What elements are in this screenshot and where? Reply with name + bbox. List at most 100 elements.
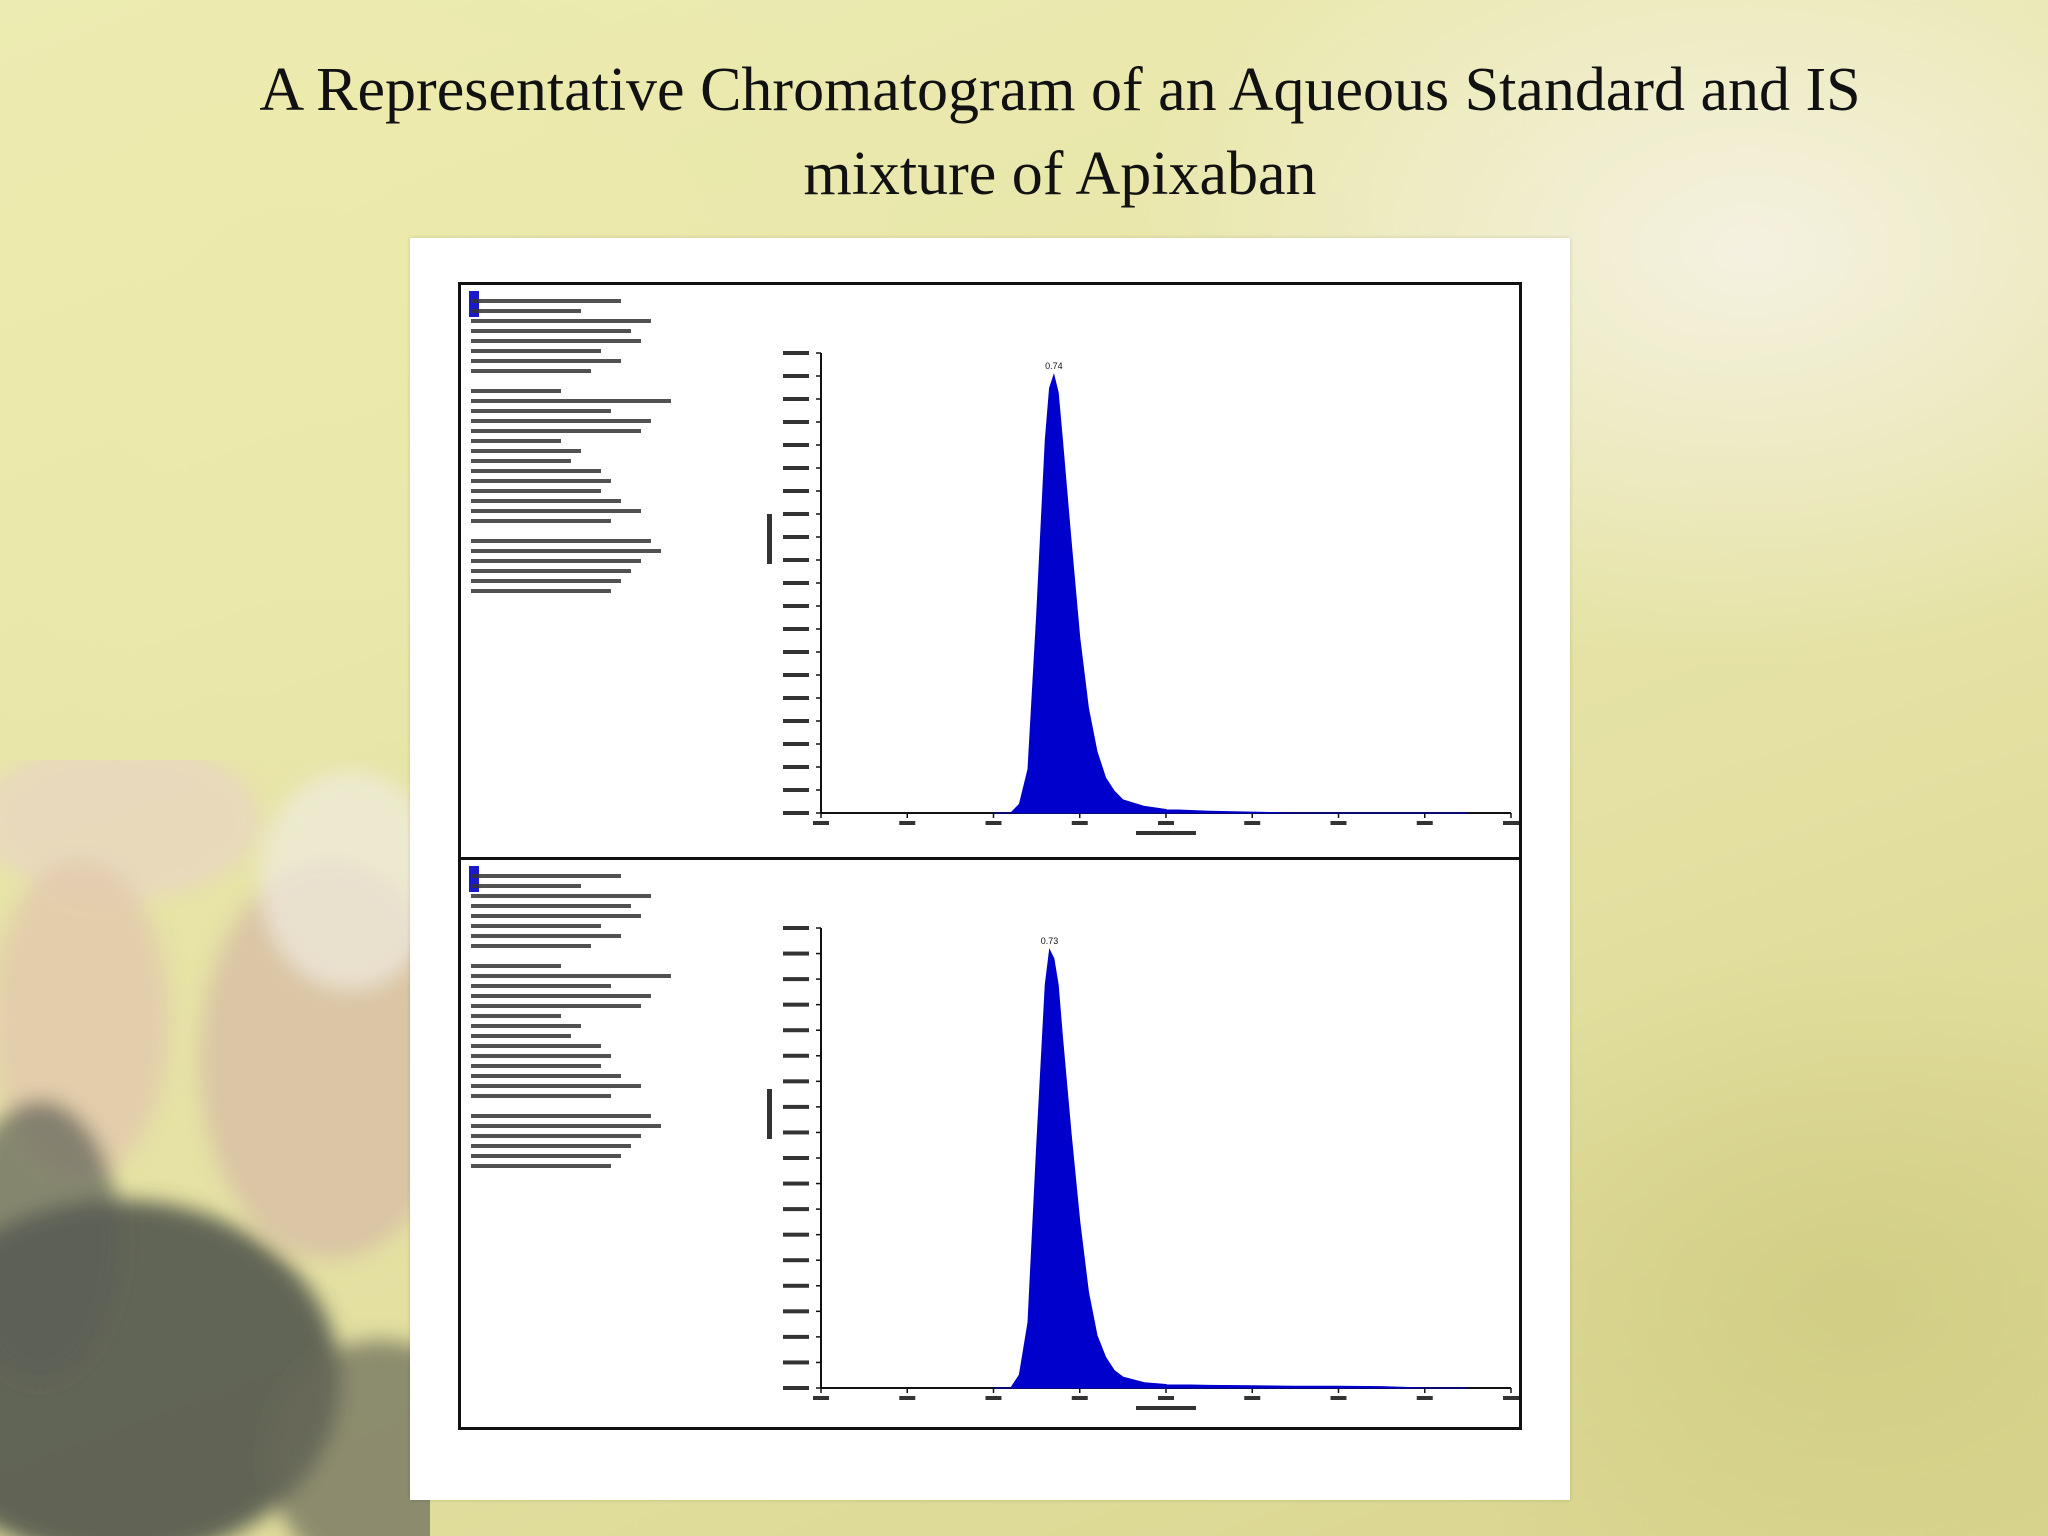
x-tick-label	[1330, 1396, 1347, 1400]
y-tick-label	[783, 466, 809, 470]
y-tick-label	[783, 558, 809, 562]
x-tick-label	[899, 1396, 916, 1400]
y-tick-label	[783, 489, 809, 493]
info-text-line	[471, 309, 581, 313]
y-tick-label	[783, 1309, 809, 1314]
y-tick-label	[783, 604, 809, 608]
x-tick-label	[985, 821, 1002, 825]
y-tick-label	[783, 696, 809, 700]
info-text-line	[471, 329, 631, 333]
info-text-line	[471, 449, 581, 453]
x-tick-label	[1330, 821, 1347, 825]
info-text-line	[471, 359, 621, 363]
peak-retention-label: 0.74	[1045, 361, 1063, 371]
y-tick-label	[783, 1360, 809, 1365]
y-tick-label	[783, 788, 809, 792]
info-text-line	[471, 1114, 651, 1118]
y-tick-label	[783, 1079, 809, 1084]
x-axis-title	[1136, 831, 1196, 835]
y-tick-label	[783, 1156, 809, 1160]
info-text-line	[471, 874, 621, 878]
y-tick-label	[783, 1028, 809, 1033]
info-text-line	[471, 934, 621, 938]
y-tick-label	[783, 742, 809, 746]
info-text-line	[471, 944, 591, 948]
internal-standard-plot: 0.73	[767, 926, 1519, 1410]
y-tick-label	[783, 351, 809, 355]
y-tick-label	[783, 397, 809, 401]
y-tick-label	[783, 512, 809, 516]
info-text-line	[471, 419, 651, 423]
info-text-line	[471, 409, 611, 413]
info-text-line	[471, 589, 611, 593]
x-tick-label	[1244, 821, 1261, 825]
peak-area	[993, 948, 1468, 1389]
info-text-line	[471, 884, 581, 888]
info-text-line	[471, 459, 571, 463]
title-line-1: A Representative Chromatogram of an Aque…	[259, 56, 1861, 124]
x-tick-label	[1416, 1396, 1433, 1400]
y-tick-label	[783, 951, 809, 956]
info-text-line	[471, 579, 621, 583]
x-tick-label	[1071, 1396, 1088, 1400]
x-tick-label	[1503, 1396, 1519, 1400]
y-tick-label	[783, 374, 809, 378]
y-tick-label	[783, 765, 809, 769]
x-tick-label	[1158, 1396, 1174, 1400]
info-text-line	[471, 964, 561, 968]
trace-marker-icon	[469, 291, 479, 317]
x-tick-label	[985, 1396, 1002, 1400]
info-text-line	[471, 1014, 561, 1018]
y-tick-label	[783, 977, 809, 982]
y-axis-title	[767, 514, 772, 564]
info-text-line	[471, 439, 561, 443]
info-text-line	[471, 519, 611, 523]
info-text-line	[471, 984, 611, 988]
y-tick-label	[783, 673, 809, 677]
info-text-line	[471, 1124, 661, 1128]
x-tick-label	[1071, 821, 1088, 825]
info-text-line	[471, 1154, 621, 1158]
info-text-line	[471, 1044, 601, 1048]
y-tick-label	[783, 1334, 809, 1339]
y-tick-label	[783, 650, 809, 654]
y-axis-title	[767, 1089, 772, 1139]
y-tick-label	[783, 443, 809, 447]
x-tick-label	[1158, 821, 1174, 825]
info-text-line	[471, 469, 601, 473]
internal-standard-chromatogram: 0.73	[461, 857, 1519, 1434]
info-text-line	[471, 1084, 641, 1088]
info-text-line	[471, 489, 601, 493]
info-text-line	[471, 924, 601, 928]
info-text-line	[471, 1094, 611, 1098]
y-tick-label	[783, 627, 809, 631]
chromatogram-frame: 0.74 0.73	[458, 282, 1522, 1430]
y-tick-label	[783, 535, 809, 539]
x-tick-label	[1416, 821, 1433, 825]
analyte-chromatogram: 0.74	[461, 285, 1519, 859]
y-tick-label	[783, 1130, 809, 1135]
info-text-line	[471, 509, 641, 513]
info-text-line	[471, 369, 591, 373]
info-text-line	[471, 479, 611, 483]
info-text-line	[471, 549, 661, 553]
info-text-line	[471, 389, 561, 393]
info-text-line	[471, 499, 621, 503]
chromatogram-panel: 0.74 0.73	[410, 238, 1570, 1500]
info-text-line	[471, 1034, 571, 1038]
slide-title: A Representative Chromatogram of an Aque…	[140, 48, 1980, 216]
y-tick-label	[783, 1232, 809, 1237]
peak-area	[993, 373, 1468, 814]
info-text-line	[471, 1144, 631, 1148]
info-text-line	[471, 1024, 581, 1028]
y-tick-label	[783, 1258, 809, 1263]
y-tick-label	[783, 1207, 809, 1212]
x-tick-label	[899, 821, 916, 825]
info-text-line	[471, 319, 651, 323]
info-text-line	[471, 914, 641, 918]
info-text-line	[471, 559, 641, 563]
y-tick-label	[783, 811, 809, 815]
x-tick-label	[813, 1396, 829, 1400]
x-tick-label	[1503, 821, 1519, 825]
title-line-2: mixture of Apixaban	[803, 140, 1317, 208]
